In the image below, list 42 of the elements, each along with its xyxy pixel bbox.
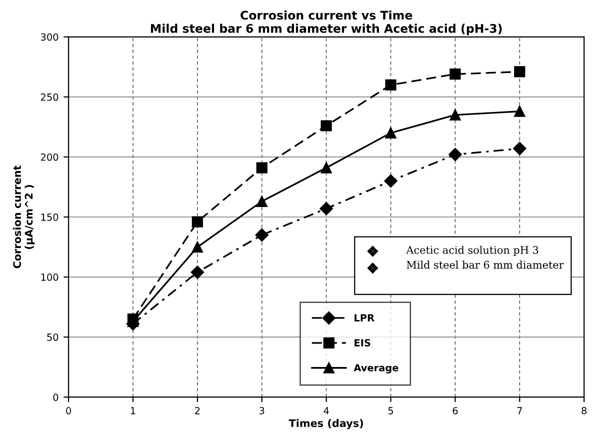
chart-title: Corrosion current vs Time Mild steel bar 6 mm diameter with Acetic acid (pH-3) [150, 10, 502, 36]
x-tick-label: 7 [517, 407, 522, 414]
point [513, 142, 526, 156]
annotation: Mild steel bar 6 mm diameter [406, 260, 564, 269]
x-tick-label: 5 [388, 407, 393, 414]
y-tick-label: 0 [53, 394, 58, 401]
point [256, 196, 268, 207]
point [320, 202, 333, 216]
point [192, 216, 203, 228]
point [385, 127, 396, 139]
annotation: Acetic acid solution pH 3 [406, 246, 538, 256]
x-tick-label: 8 [582, 407, 587, 414]
point [385, 79, 396, 90]
x-tick-label: 4 [324, 407, 329, 414]
x-tick-label: 1 [130, 407, 136, 414]
legend-label: LPR [354, 314, 374, 322]
x-tick-label: 0 [66, 407, 71, 414]
y-tick-label: 300 [41, 33, 58, 41]
y-tick-label: 200 [40, 153, 58, 161]
y-tick-label: 100 [41, 274, 58, 281]
point [514, 66, 526, 78]
point [192, 241, 203, 253]
y-axis-title: Corrosion current (μA/cm^2 ) [12, 165, 35, 268]
point [514, 106, 526, 117]
point [256, 162, 268, 174]
point [384, 174, 398, 188]
point [448, 148, 462, 162]
legend-label: EIS [354, 339, 370, 346]
point [450, 109, 461, 120]
point [450, 68, 461, 80]
legend-label: Average [354, 364, 398, 374]
y-tick-label: 50 [47, 334, 58, 341]
y-tick-label: 250 [40, 93, 58, 101]
y-tick-label: 150 [41, 213, 58, 221]
x-tick-label: 6 [452, 407, 458, 414]
x-tick-label: 2 [195, 407, 200, 414]
point [255, 228, 268, 242]
point [320, 120, 332, 132]
x-tick-label: 3 [260, 407, 264, 414]
point [190, 266, 204, 279]
x-axis-title: Times (days) [288, 419, 363, 430]
point [320, 162, 332, 174]
